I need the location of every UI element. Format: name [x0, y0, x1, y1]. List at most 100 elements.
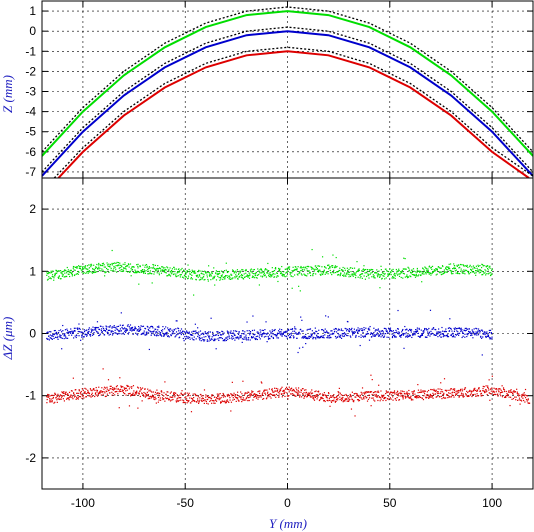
- residual-point: [434, 390, 436, 392]
- residual-point: [263, 390, 265, 392]
- residual-point: [144, 388, 146, 390]
- residual-point: [329, 399, 331, 402]
- residual-point: [272, 337, 275, 340]
- residual-point: [350, 328, 352, 331]
- residual-point: [519, 394, 521, 397]
- residual-point: [90, 396, 92, 398]
- residual-point: [243, 276, 246, 278]
- residual-point: [128, 405, 131, 407]
- residual-point: [517, 399, 519, 401]
- residual-point: [57, 398, 59, 400]
- residual-point: [397, 393, 399, 396]
- residual-point: [155, 332, 157, 334]
- residual-point: [178, 271, 181, 273]
- residual-point: [245, 272, 247, 274]
- residual-point: [276, 389, 279, 392]
- residual-point: [200, 337, 202, 339]
- residual-point: [391, 336, 394, 338]
- residual-point: [484, 389, 487, 391]
- residual-point: [502, 387, 505, 389]
- residual-point: [66, 393, 68, 396]
- residual-point: [482, 333, 484, 335]
- residual-point: [490, 332, 493, 335]
- residual-point: [472, 330, 474, 332]
- residual-point: [99, 390, 102, 392]
- residual-point: [315, 330, 317, 332]
- residual-point: [263, 272, 266, 274]
- residual-point: [334, 265, 337, 267]
- residual-point: [124, 392, 126, 395]
- residual-point: [406, 277, 409, 279]
- residual-point: [98, 391, 101, 393]
- residual-point: [452, 334, 455, 336]
- residual-point: [412, 393, 414, 395]
- residual-point: [423, 330, 425, 332]
- residual-point: [479, 336, 482, 338]
- residual-point: [481, 266, 483, 269]
- residual-point: [346, 395, 349, 397]
- residual-point: [239, 270, 241, 272]
- residual-point: [456, 271, 459, 273]
- residual-point: [361, 329, 363, 331]
- residual-point: [134, 327, 136, 329]
- residual-point: [500, 389, 502, 391]
- residual-point: [413, 331, 415, 333]
- residual-point: [248, 277, 251, 279]
- residual-point: [332, 266, 334, 269]
- residual-point: [82, 266, 84, 268]
- residual-point: [489, 329, 492, 332]
- y-tick-label: -5: [25, 125, 36, 139]
- y-tick-label: 0: [29, 24, 36, 38]
- residual-point: [101, 268, 103, 270]
- residual-point: [241, 273, 243, 276]
- residual-point: [87, 391, 90, 393]
- residual-point: [493, 390, 495, 393]
- residual-point: [409, 396, 411, 398]
- residual-point: [298, 271, 301, 273]
- residual-point: [159, 268, 162, 270]
- residual-point: [113, 265, 115, 268]
- residual-point: [257, 398, 259, 400]
- residual-point: [319, 398, 321, 401]
- residual-point: [386, 330, 388, 332]
- residual-point: [302, 330, 304, 332]
- residual-point: [231, 335, 233, 337]
- residual-point: [211, 395, 213, 397]
- residual-point: [261, 394, 264, 396]
- residual-point: [496, 389, 498, 391]
- residual-point: [126, 265, 129, 267]
- residual-point: [94, 389, 96, 392]
- residual-point: [107, 329, 110, 332]
- residual-point: [152, 330, 154, 333]
- residual-point: [295, 269, 297, 271]
- residual-point: [419, 396, 422, 399]
- residual-point: [450, 396, 453, 398]
- residual-point: [477, 269, 479, 271]
- residual-point: [155, 330, 157, 333]
- residual-point: [401, 269, 403, 272]
- residual-point: [99, 267, 101, 269]
- residual-point: [301, 269, 303, 271]
- residual-point: [283, 273, 285, 276]
- residual-point: [112, 389, 114, 391]
- residual-point: [82, 389, 84, 392]
- residual-point: [337, 329, 339, 331]
- residual-point: [407, 396, 409, 398]
- residual-point: [237, 397, 239, 399]
- residual-point: [62, 392, 64, 394]
- residual-point: [473, 266, 476, 269]
- residual-point: [206, 274, 208, 276]
- residual-point: [435, 393, 437, 395]
- residual-point: [444, 271, 446, 274]
- residual-point: [437, 388, 439, 390]
- residual-point: [248, 399, 250, 402]
- residual-point: [95, 326, 97, 329]
- residual-point: [488, 272, 490, 274]
- residual-point: [77, 398, 79, 400]
- residual-point: [496, 388, 498, 390]
- residual-point: [477, 265, 480, 268]
- residual-point: [271, 267, 273, 269]
- residual-point: [485, 335, 487, 338]
- residual-point: [288, 266, 291, 268]
- residual-point: [524, 394, 526, 396]
